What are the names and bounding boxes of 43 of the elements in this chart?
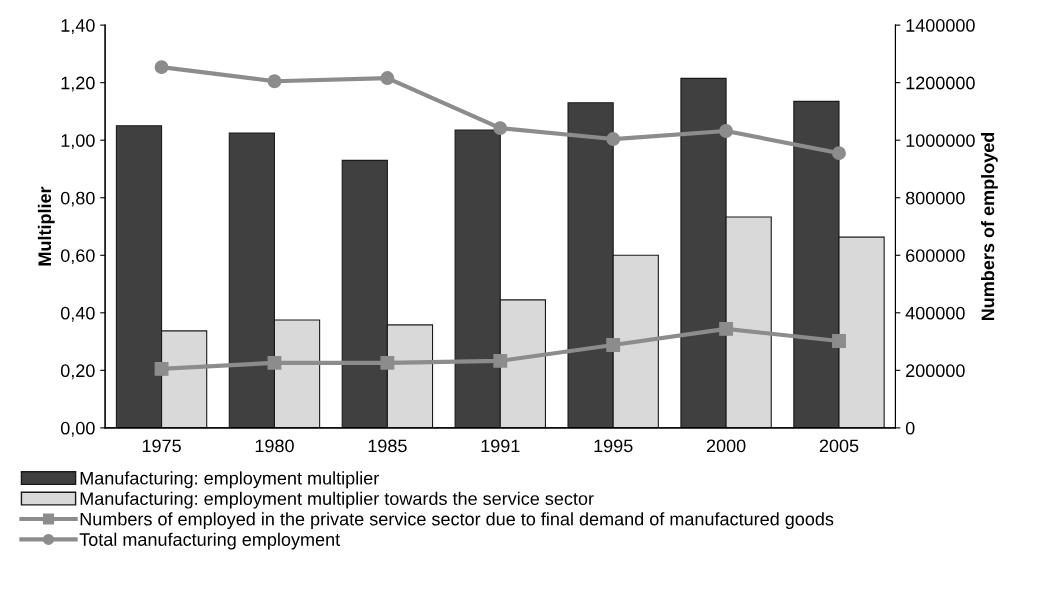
x-tick-label: 1980 [255, 439, 294, 453]
y2-tick-label: 400000 [905, 306, 965, 320]
legend-label: Numbers of employed in the private service sector due to final demand of manufactured goods [80, 512, 834, 530]
point [832, 334, 846, 348]
x-tick-label: 2005 [819, 439, 859, 453]
point [719, 321, 734, 336]
point [154, 361, 169, 376]
y2-tick-label: 1400000 [906, 19, 975, 32]
x-tick-label: 1995 [594, 439, 633, 453]
y-tick-label: 0,80 [60, 191, 95, 207]
point [267, 74, 282, 89]
y-tick-label: 1,00 [61, 134, 95, 150]
y-tick-label: 0,00 [60, 421, 95, 437]
point [606, 132, 621, 146]
x-tick-label: 1975 [142, 439, 181, 453]
point [719, 124, 734, 138]
point [380, 355, 395, 370]
y2-tick-label: 600000 [906, 249, 965, 262]
x-tick-label: 1991 [481, 439, 520, 453]
point [493, 353, 508, 368]
y-tick-label: 0,60 [60, 249, 95, 265]
y2-tick-label: 800000 [905, 191, 965, 205]
y-tick-label: 0,40 [60, 306, 95, 322]
y-tick-label: 1,40 [61, 19, 95, 34]
point [493, 121, 508, 136]
x-tick-label: 1985 [368, 439, 407, 453]
y2-tick-label: 1000000 [906, 134, 975, 147]
point [267, 355, 282, 370]
y-tick-label: 0,20 [60, 364, 95, 380]
x-tick-label: 2000 [706, 439, 746, 453]
y2-tick-label: 0 [905, 421, 915, 435]
point [154, 60, 169, 75]
y-tick-label: 1,20 [61, 76, 95, 92]
y2-tick-label: 200000 [906, 364, 965, 378]
point [380, 71, 395, 86]
legend-label: Manufacturing: employment multiplier [80, 471, 379, 489]
legend-label: Manufacturing: employment multiplier towards the service sector [80, 491, 594, 509]
point [606, 338, 621, 352]
legend-label: Total manufacturing employment [79, 532, 340, 550]
point [832, 146, 846, 161]
y2-axis-title: Numbers of employed [981, 132, 998, 321]
y2-tick-label: 1200000 [906, 76, 975, 90]
y-axis-title: Multiplier [37, 186, 55, 266]
